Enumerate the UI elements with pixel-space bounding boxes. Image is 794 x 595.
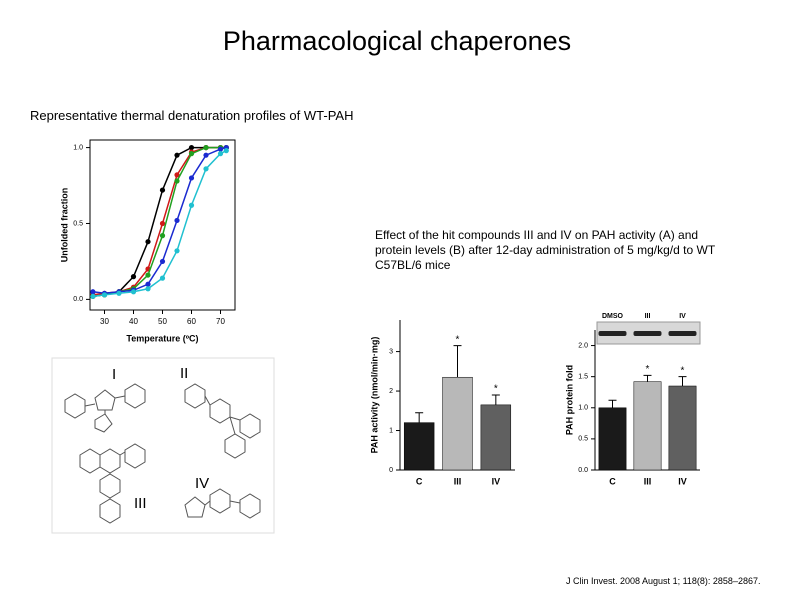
x-tick-label: III [454, 476, 462, 486]
y-tick-label: 0.0 [73, 296, 83, 303]
y-tick-label: 2 [389, 388, 393, 395]
data-point [116, 290, 122, 296]
x-tick-label: C [609, 476, 616, 486]
data-point [145, 281, 151, 287]
data-point [188, 175, 195, 181]
x-tick-label: 40 [129, 317, 138, 326]
data-point [223, 148, 229, 154]
data-point [159, 220, 166, 227]
blot-label: III [645, 313, 651, 320]
structure-label: IV [195, 475, 209, 492]
x-tick-label: 70 [216, 317, 225, 326]
significance: * [456, 334, 460, 345]
y-axis-label: PAH protein fold [564, 365, 574, 435]
citation: J Clin Invest. 2008 August 1; 118(8): 28… [566, 576, 761, 586]
y-tick-label: 0.0 [578, 467, 588, 474]
data-point [145, 239, 151, 245]
error-bar [415, 412, 424, 423]
bar [633, 381, 662, 471]
data-point [203, 144, 209, 151]
bar [442, 376, 473, 471]
error-bar [453, 345, 462, 378]
data-point [188, 151, 195, 157]
data-point [174, 248, 180, 254]
data-point [159, 233, 166, 239]
y-tick-label: 2.0 [578, 342, 588, 349]
data-point [159, 275, 166, 281]
data-point [101, 292, 108, 298]
blot-band [598, 331, 627, 336]
data-point [174, 152, 180, 158]
significance: * [681, 365, 685, 376]
error-bar [678, 376, 687, 386]
curve [92, 149, 227, 298]
caption: Effect of the hit compounds III and IV o… [375, 228, 715, 272]
x-tick-label: III [644, 476, 652, 486]
blot-label: DMSO [602, 313, 624, 320]
blot-band [633, 331, 662, 336]
structure-label: II [180, 365, 188, 382]
data-point [130, 274, 137, 280]
bar [598, 407, 627, 471]
data-point [90, 289, 96, 295]
data-point [188, 144, 195, 151]
y-tick-label: 1.0 [73, 144, 83, 151]
data-point [203, 152, 209, 158]
slide-title: Pharmacological chaperones [222, 26, 572, 56]
subtitle: Representative thermal denaturation prof… [30, 108, 354, 123]
x-tick-label: C [416, 476, 423, 486]
structure-label: I [112, 366, 116, 383]
y-tick-label: 0 [389, 467, 393, 474]
blot-label: IV [679, 313, 686, 320]
error-bar [608, 399, 617, 408]
x-tick-label: IV [678, 476, 687, 486]
significance: * [646, 364, 650, 375]
bar [668, 385, 697, 471]
data-point [145, 272, 151, 278]
error-bar [643, 374, 652, 382]
data-point [174, 172, 180, 178]
data-point [159, 258, 166, 265]
y-axis-label: Unfolded fraction [59, 188, 69, 263]
chemical-structures [51, 357, 275, 534]
data-point [174, 178, 180, 184]
y-axis-label: PAH activity (nmol/min·mg) [369, 337, 379, 454]
significance: * [494, 384, 498, 395]
x-tick-label: IV [492, 476, 501, 486]
data-point [145, 286, 151, 292]
bar [480, 404, 512, 471]
y-tick-label: 1.5 [578, 374, 588, 381]
x-tick-label: 60 [187, 317, 196, 326]
structure-label: III [134, 495, 147, 512]
data-point [188, 202, 195, 208]
data-point [217, 146, 224, 152]
x-tick-label: 50 [158, 317, 167, 326]
data-point [203, 166, 209, 172]
y-tick-label: 1 [389, 427, 393, 434]
data-point [217, 151, 224, 157]
x-tick-label: 30 [100, 317, 109, 326]
data-point [174, 217, 180, 224]
data-point [159, 187, 166, 193]
data-point [130, 289, 137, 295]
y-tick-label: 0.5 [578, 436, 588, 443]
y-tick-label: 3 [389, 348, 393, 355]
blot-band [668, 331, 697, 336]
y-tick-label: 1.0 [578, 405, 588, 412]
data-point [90, 293, 96, 299]
x-axis-label: Temperature (ºC) [126, 333, 198, 343]
bar [403, 422, 435, 471]
error-bar [491, 394, 500, 405]
y-tick-label: 0.5 [73, 220, 83, 227]
